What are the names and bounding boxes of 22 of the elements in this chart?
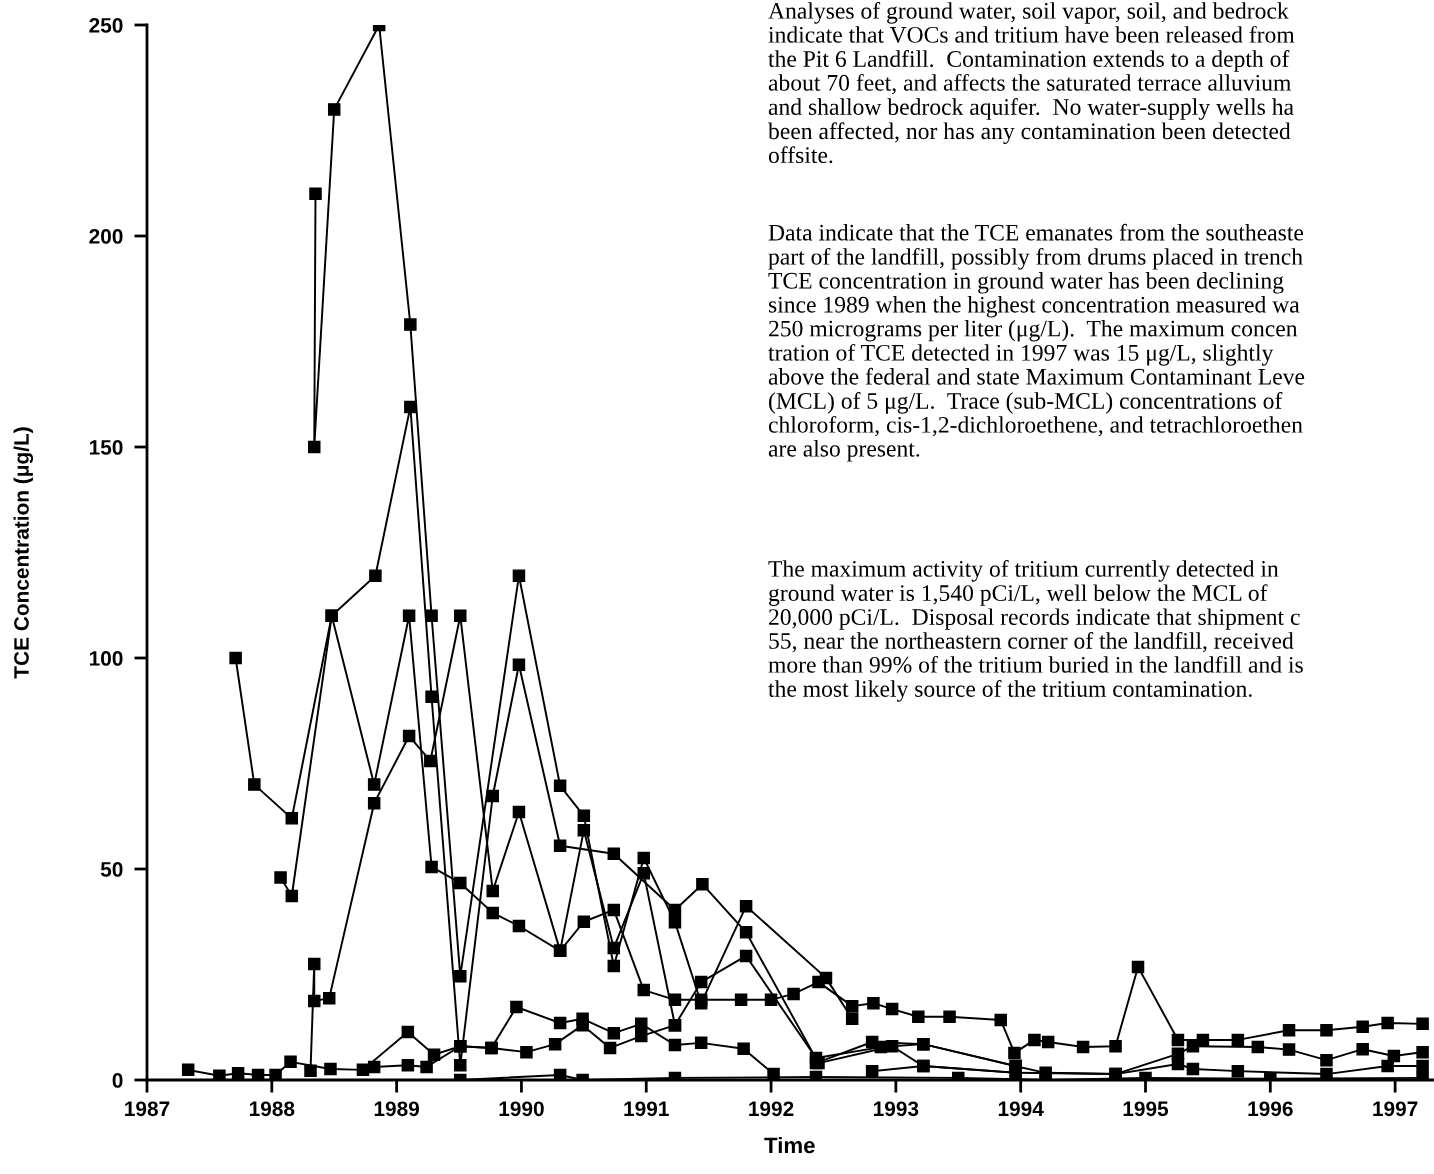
x-tick-label: 1995 bbox=[1123, 1101, 1169, 1117]
y-axis-title: TCE Concentration (μg/L) bbox=[13, 427, 34, 679]
x-tick-label: 1989 bbox=[374, 1101, 420, 1117]
x-tick-label: 1987 bbox=[125, 1101, 170, 1117]
y-tick-label: 200 bbox=[89, 229, 123, 244]
annotation: Analyses of ground water, soil vapor, soil, and bedrock indicate that VOCs and tritium have been released from the Pit 6 Landfill. Contamination extends to a depth of about 70 feet, and affects the saturated terrace alluvium and shallow bedrock aquifer. No water-supply wells ha been affected, nor has any contamination been detected offsite. bbox=[768, 2, 1295, 164]
x-tick-label: 1990 bbox=[499, 1101, 544, 1117]
y-tick-label: 100 bbox=[89, 651, 123, 666]
y-tick-label: 150 bbox=[89, 440, 123, 455]
text: Data indicate that the TCE emanates from the southeaste part of the landfill, possibly from drums placed in trench TCE concentration in ground water has been declining since 1989 when the highest concentration measured wa 250 micrograms per liter (μg/L). The maximum concen tration of TCE detected in 1997 was 15 μg/L, slightly above the federal and state Maximum Contaminant Leve (MCL) of 5 μg/L. Trace (sub-MCL) concentrations of chloroform, cis-1,2-dichloroethene, and tetrachloroethen are also present. bbox=[768, 223, 1305, 462]
x-tick-label: 1993 bbox=[874, 1101, 919, 1117]
annotation: The maximum activity of tritium currently detected in ground water is 1,540 pCi/L, well below the MCL of 20,000 pCi/L. Disposal records indicate that shipment c 55, near the northeastern corner of the landfill, received more than 99% of the tritium buried in the landfill and is the most likely source of the tritium contamination. bbox=[768, 560, 1303, 702]
x-tick-label: 1997 bbox=[1373, 1101, 1418, 1117]
x-tick-label: 1994 bbox=[998, 1101, 1044, 1117]
y-tick-label: 0 bbox=[112, 1073, 123, 1088]
y-tick-label: 50 bbox=[100, 862, 123, 877]
x-tick-label: 1991 bbox=[624, 1101, 669, 1117]
y-tick-label: 250 bbox=[89, 18, 123, 33]
x-tick-label: 1992 bbox=[749, 1101, 794, 1117]
x-tick-label: 1996 bbox=[1248, 1101, 1293, 1117]
x-axis-title: Time bbox=[764, 1136, 815, 1154]
x-tick-label: 1988 bbox=[249, 1101, 295, 1117]
